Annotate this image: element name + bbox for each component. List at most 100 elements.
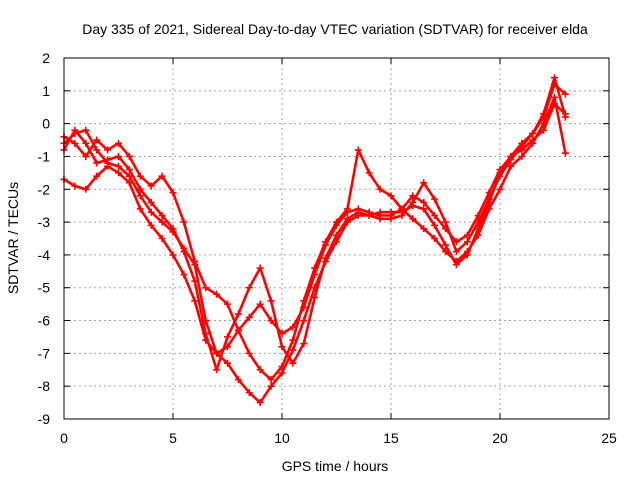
data-point-1-1 xyxy=(71,182,79,190)
y-tick-label-9: -7 xyxy=(38,345,51,361)
data-point-1-33 xyxy=(420,198,428,206)
y-axis-label: SDTVAR / TECUs xyxy=(5,182,21,294)
data-point-3-21 xyxy=(289,359,297,367)
data-point-1-18 xyxy=(256,300,264,308)
data-point-2-7 xyxy=(136,172,144,180)
data-point-0-21 xyxy=(289,346,297,354)
data-point-2-24 xyxy=(322,238,330,246)
data-point-0-7 xyxy=(136,192,144,200)
data-point-3-10 xyxy=(169,225,177,233)
data-point-2-38 xyxy=(474,231,482,239)
data-point-2-29 xyxy=(376,185,384,193)
data-point-2-15 xyxy=(224,300,231,308)
data-point-3-11 xyxy=(180,248,188,256)
data-point-2-32 xyxy=(409,215,417,223)
plot-frame xyxy=(63,57,610,420)
data-point-2-5 xyxy=(115,139,122,147)
data-point-1-5 xyxy=(115,169,122,177)
data-point-3-24 xyxy=(322,254,330,262)
data-point-3-8 xyxy=(147,198,155,206)
data-point-2-43 xyxy=(529,139,537,147)
data-point-0-17 xyxy=(245,389,253,397)
series-line-2 xyxy=(62,96,567,381)
data-point-2-36 xyxy=(452,257,460,265)
data-point-1-2 xyxy=(82,185,90,193)
data-point-2-16 xyxy=(234,326,242,334)
y-tick-label-6: -4 xyxy=(38,247,51,263)
data-point-2-9 xyxy=(158,172,166,180)
x-tick-label-0: 0 xyxy=(60,430,68,446)
data-point-0-5 xyxy=(115,162,122,170)
data-point-2-41 xyxy=(507,162,515,170)
data-point-3-3 xyxy=(93,159,101,167)
data-point-3-40 xyxy=(496,172,504,180)
y-tick-label-2: 0 xyxy=(42,116,50,132)
data-point-2-17 xyxy=(245,349,253,357)
data-point-0-35 xyxy=(442,241,449,249)
data-point-3-4 xyxy=(104,156,112,164)
data-point-1-7 xyxy=(136,205,144,213)
series-0 xyxy=(60,100,569,407)
data-point-0-15 xyxy=(224,359,231,367)
data-point-1-9 xyxy=(158,235,166,242)
data-point-1-34 xyxy=(431,212,439,220)
data-point-3-14 xyxy=(213,366,221,374)
data-point-3-30 xyxy=(387,215,395,223)
data-point-2-40 xyxy=(496,185,504,193)
series-line-3 xyxy=(62,76,567,372)
data-point-3-39 xyxy=(485,195,493,203)
data-point-2-42 xyxy=(518,152,526,160)
data-point-2-25 xyxy=(333,218,340,226)
data-point-3-38 xyxy=(474,218,482,226)
data-point-2-14 xyxy=(213,290,221,298)
data-point-1-8 xyxy=(147,221,155,229)
data-point-3-37 xyxy=(463,238,471,246)
data-point-1-14 xyxy=(213,349,221,357)
data-point-1-17 xyxy=(245,313,253,321)
data-point-3-5 xyxy=(115,152,122,160)
data-point-3-19 xyxy=(267,297,275,305)
data-point-3-15 xyxy=(224,333,231,341)
data-point-2-46 xyxy=(561,149,569,157)
y-tick-label-7: -5 xyxy=(38,280,51,296)
series-3 xyxy=(60,74,569,374)
data-point-3-9 xyxy=(158,212,166,220)
data-point-3-42 xyxy=(518,143,526,151)
data-point-3-20 xyxy=(278,343,286,351)
data-point-2-22 xyxy=(300,297,308,305)
data-point-1-40 xyxy=(496,166,504,174)
data-point-2-21 xyxy=(289,336,297,344)
data-point-0-8 xyxy=(147,208,155,216)
data-point-1-3 xyxy=(93,172,101,180)
data-point-2-31 xyxy=(398,205,406,213)
y-tick-label-3: -1 xyxy=(38,148,51,164)
data-point-3-18 xyxy=(256,264,264,272)
data-point-3-13 xyxy=(202,330,210,338)
data-point-1-10 xyxy=(169,251,177,259)
data-point-2-28 xyxy=(365,169,373,177)
data-point-3-22 xyxy=(300,340,308,348)
x-tick-label-4: 20 xyxy=(492,430,508,446)
data-point-2-37 xyxy=(463,248,471,256)
data-point-0-2 xyxy=(82,126,90,134)
data-point-3-12 xyxy=(191,277,199,285)
data-point-1-4 xyxy=(104,162,112,170)
data-point-3-6 xyxy=(125,166,133,174)
data-point-1-11 xyxy=(180,271,188,279)
data-point-0-16 xyxy=(234,376,242,384)
data-point-0-3 xyxy=(93,146,101,154)
data-point-0-34 xyxy=(431,221,439,229)
data-point-2-3 xyxy=(93,136,101,144)
data-point-0-33 xyxy=(420,205,428,213)
x-tick-label-5: 25 xyxy=(601,430,617,446)
data-point-3-34 xyxy=(431,195,439,203)
data-point-1-19 xyxy=(267,317,275,325)
y-tick-label-5: -3 xyxy=(38,214,51,230)
data-point-2-39 xyxy=(485,205,493,213)
data-point-1-46 xyxy=(561,90,569,98)
data-point-0-9 xyxy=(158,218,166,226)
data-point-2-44 xyxy=(540,120,548,128)
data-point-3-7 xyxy=(136,185,144,193)
x-tick-label-1: 5 xyxy=(169,430,177,446)
data-point-0-20 xyxy=(278,369,286,377)
